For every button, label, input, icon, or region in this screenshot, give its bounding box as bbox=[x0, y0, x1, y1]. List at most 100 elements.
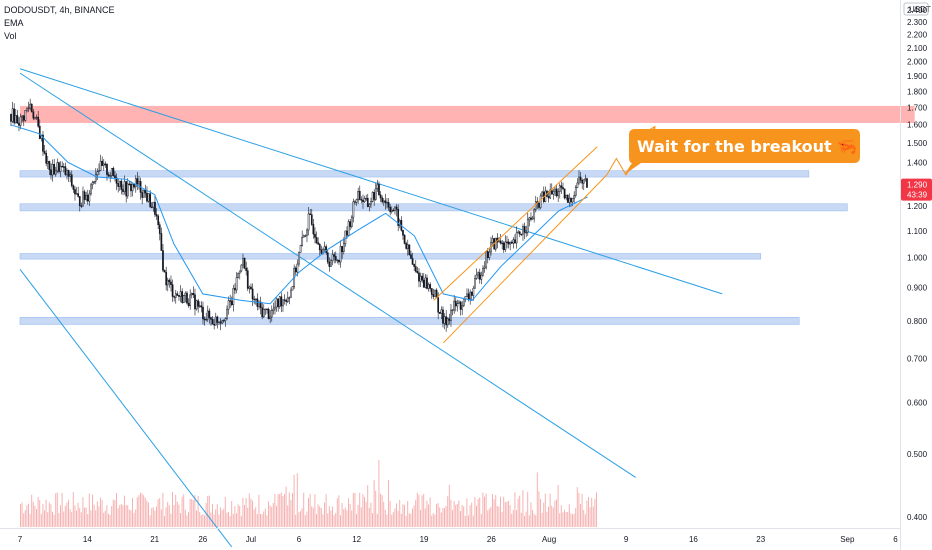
volume-bar bbox=[300, 511, 301, 527]
price-tick-label: 1.500 bbox=[907, 139, 928, 148]
candle-down bbox=[501, 242, 504, 245]
candle-up bbox=[232, 287, 235, 306]
candle-down bbox=[202, 306, 204, 320]
volume-bar bbox=[180, 512, 181, 527]
volume-bar bbox=[47, 512, 49, 527]
candle-down bbox=[165, 271, 168, 286]
candle-down bbox=[538, 202, 540, 208]
candle-down bbox=[192, 293, 195, 295]
time-axis[interactable]: 7 14 21 26 Jul 6 12 19 26 Aug 9 16 23 Sep 6 bbox=[18, 535, 898, 544]
volume-bar bbox=[407, 501, 409, 527]
volume-bar bbox=[357, 504, 359, 527]
channel-upper-line bbox=[433, 146, 598, 301]
candle-up bbox=[98, 170, 100, 172]
candle-down bbox=[210, 317, 212, 320]
candle-down bbox=[67, 170, 70, 177]
candle-up bbox=[214, 316, 217, 326]
candle-up bbox=[254, 298, 257, 300]
candle-up bbox=[424, 277, 427, 288]
candle-down bbox=[410, 254, 412, 259]
volume-bar bbox=[413, 505, 415, 527]
volume-bar bbox=[463, 506, 465, 527]
time-tick-label: 9 bbox=[624, 535, 629, 544]
volume-bar bbox=[415, 499, 417, 527]
volume-bar bbox=[148, 502, 149, 527]
candle-down bbox=[194, 294, 196, 310]
volume-bar bbox=[591, 497, 593, 527]
candle-down bbox=[454, 300, 457, 307]
volume-bar bbox=[309, 494, 311, 527]
volume-bar bbox=[37, 497, 39, 527]
candle-down bbox=[411, 258, 414, 265]
volume-bar bbox=[324, 502, 325, 527]
volume-bar bbox=[156, 506, 157, 527]
volume-bar bbox=[594, 498, 596, 527]
candle-down bbox=[285, 299, 288, 302]
candle-down bbox=[338, 259, 340, 263]
candle-up bbox=[93, 180, 96, 183]
volume-bar bbox=[215, 509, 217, 527]
volume-bar bbox=[264, 508, 266, 527]
candle-down bbox=[414, 266, 417, 272]
candle-up bbox=[131, 184, 134, 192]
volume-bar bbox=[572, 514, 573, 527]
volume-bar bbox=[469, 505, 471, 527]
volume-bar bbox=[578, 492, 580, 527]
volume-bar bbox=[391, 514, 393, 527]
volume-bar bbox=[508, 500, 509, 527]
time-tick-label: 23 bbox=[756, 535, 765, 544]
candle-up bbox=[262, 309, 265, 318]
volume-bar bbox=[229, 515, 231, 527]
candle-up bbox=[237, 272, 240, 278]
volume-bar bbox=[336, 498, 338, 527]
symbol-title[interactable]: DODOUSDT, 4h, BINANCE bbox=[4, 5, 115, 15]
volume-bar bbox=[333, 515, 335, 527]
volume-bar bbox=[140, 492, 141, 527]
volume-bar bbox=[386, 514, 388, 527]
candle-up bbox=[27, 107, 30, 110]
candle-down bbox=[384, 200, 387, 204]
volume-bar bbox=[56, 492, 58, 527]
candle-up bbox=[357, 191, 360, 200]
volume-bar bbox=[565, 511, 567, 527]
volume-bar bbox=[482, 492, 484, 527]
candle-up bbox=[195, 300, 198, 310]
volume-bar bbox=[287, 505, 289, 527]
volume-bar bbox=[474, 496, 476, 527]
candle-down bbox=[125, 181, 128, 197]
candle-down bbox=[78, 196, 81, 207]
volume-bar bbox=[519, 495, 521, 527]
callout-bubble bbox=[624, 129, 860, 175]
price-tick-label: 1.600 bbox=[907, 121, 928, 130]
volume-bar bbox=[109, 514, 111, 527]
volume-bar bbox=[389, 501, 391, 527]
volume-bar bbox=[372, 513, 373, 527]
volume-bar bbox=[202, 514, 204, 527]
volume-bar bbox=[384, 510, 386, 527]
candle-up bbox=[331, 254, 334, 261]
candle-up bbox=[475, 274, 478, 279]
volume-indicator-label[interactable]: Vol bbox=[4, 31, 17, 41]
price-axis[interactable]: 2.400 2.300 2.200 2.100 2.000 1.900 1.800 1.700… bbox=[903, 2, 931, 522]
volume-bar bbox=[340, 515, 341, 527]
time-tick-label: 12 bbox=[352, 535, 361, 544]
price-tick-label: 2.000 bbox=[907, 58, 928, 67]
volume-bar bbox=[279, 494, 281, 527]
candle-up bbox=[118, 180, 121, 187]
ema-indicator-label[interactable]: EMA bbox=[4, 18, 24, 28]
volume-bar bbox=[367, 485, 369, 527]
candle-down bbox=[243, 258, 246, 269]
price-tick-label: 2.300 bbox=[907, 18, 928, 27]
candle-up bbox=[582, 179, 585, 184]
volume-bar bbox=[23, 513, 25, 527]
last-price-badge bbox=[901, 178, 932, 201]
last-price-label: 1.290 bbox=[907, 181, 928, 190]
volume-bar bbox=[154, 510, 156, 527]
volume-bar bbox=[48, 502, 50, 527]
volume-bar bbox=[74, 505, 76, 527]
volume-bar bbox=[560, 505, 562, 527]
candle-down bbox=[16, 115, 19, 124]
candle-up bbox=[386, 202, 388, 204]
candle-up bbox=[406, 244, 409, 249]
